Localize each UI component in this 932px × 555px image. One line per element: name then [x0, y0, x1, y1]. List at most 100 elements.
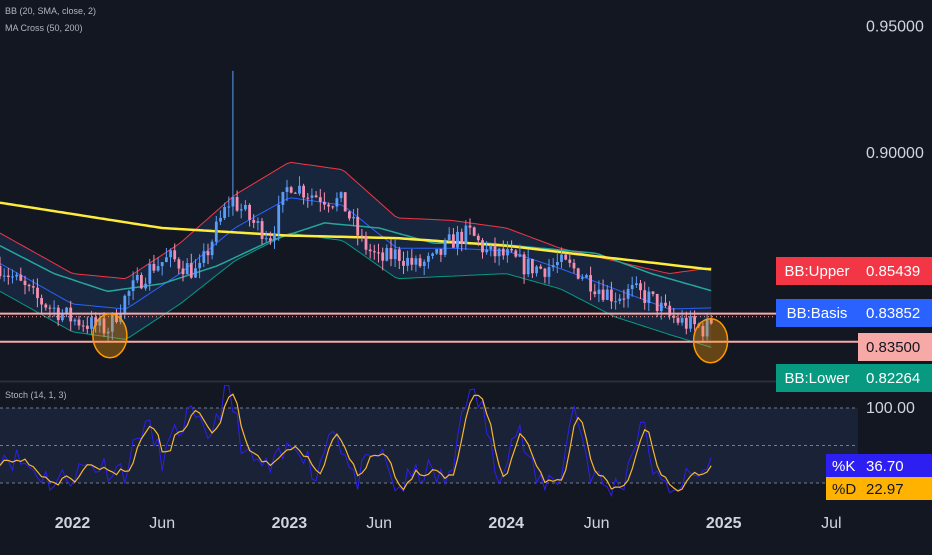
candle-body[interactable]: [452, 234, 455, 248]
candle-body[interactable]: [560, 254, 563, 262]
candle-body[interactable]: [27, 284, 31, 287]
candle-body[interactable]: [219, 217, 222, 222]
candle-body[interactable]: [256, 221, 260, 223]
candle-body[interactable]: [281, 192, 285, 205]
candle-body[interactable]: [248, 205, 251, 220]
candle-body[interactable]: [156, 266, 160, 271]
candle-body[interactable]: [406, 257, 409, 266]
candle-body[interactable]: [231, 197, 235, 207]
candle-body[interactable]: [585, 275, 588, 278]
candle-body[interactable]: [339, 192, 343, 199]
candle-body[interactable]: [464, 225, 468, 245]
candle-body[interactable]: [476, 235, 480, 241]
candle-body[interactable]: [481, 240, 484, 253]
candle-body[interactable]: [385, 248, 389, 261]
ma50-line[interactable]: [0, 222, 712, 293]
candle-body[interactable]: [705, 319, 709, 337]
candle-body[interactable]: [185, 263, 189, 275]
candle-body[interactable]: [593, 291, 597, 295]
candle-body[interactable]: [61, 313, 64, 321]
candle-body[interactable]: [194, 268, 197, 278]
candle-body[interactable]: [389, 248, 393, 259]
candle-body[interactable]: [393, 249, 397, 260]
candle-body[interactable]: [489, 245, 493, 250]
candle-body[interactable]: [148, 263, 152, 284]
candle-body[interactable]: [202, 251, 206, 263]
candle-body[interactable]: [501, 248, 505, 256]
candle-body[interactable]: [360, 235, 364, 237]
candle-body[interactable]: [443, 240, 447, 255]
candle-body[interactable]: [668, 305, 672, 316]
candle-body[interactable]: [123, 295, 127, 315]
candle-body[interactable]: [306, 197, 310, 199]
candle-body[interactable]: [2, 275, 6, 277]
candle-body[interactable]: [643, 290, 647, 303]
candle-body[interactable]: [152, 263, 156, 271]
candle-body[interactable]: [19, 274, 23, 281]
candle-body[interactable]: [0, 266, 2, 277]
candle-body[interactable]: [323, 201, 326, 205]
candle-body[interactable]: [589, 275, 592, 292]
candle-body[interactable]: [576, 268, 580, 279]
candle-body[interactable]: [343, 192, 347, 212]
candle-body[interactable]: [709, 319, 713, 324]
stoch-pane[interactable]: [0, 385, 858, 498]
candle-body[interactable]: [98, 318, 102, 326]
candle-body[interactable]: [510, 249, 513, 251]
candle-body[interactable]: [547, 267, 551, 277]
candle-body[interactable]: [614, 301, 617, 303]
candle-body[interactable]: [622, 298, 626, 300]
candle-body[interactable]: [368, 249, 372, 252]
candle-body[interactable]: [439, 249, 443, 255]
candle-body[interactable]: [639, 283, 642, 291]
candle-body[interactable]: [352, 216, 355, 219]
candle-body[interactable]: [318, 197, 322, 202]
ma-cross-indicator-legend[interactable]: MA Cross (50, 200): [5, 23, 83, 33]
candle-body[interactable]: [44, 304, 48, 308]
candle-body[interactable]: [331, 206, 335, 208]
candle-body[interactable]: [655, 294, 659, 311]
candle-body[interactable]: [514, 250, 518, 257]
candle-body[interactable]: [630, 285, 634, 289]
candle-body[interactable]: [564, 254, 568, 260]
candle-body[interactable]: [40, 298, 43, 305]
candle-body[interactable]: [173, 250, 177, 260]
candle-body[interactable]: [348, 211, 351, 219]
candle-body[interactable]: [310, 195, 314, 198]
candle-body[interactable]: [244, 205, 247, 210]
candle-body[interactable]: [223, 207, 226, 218]
candle-body[interactable]: [493, 245, 497, 257]
candle-body[interactable]: [414, 258, 418, 265]
candle-body[interactable]: [235, 197, 239, 211]
candle-body[interactable]: [293, 192, 297, 194]
stoch-k-line[interactable]: [0, 385, 712, 498]
candle-body[interactable]: [77, 319, 81, 326]
candle-body[interactable]: [543, 268, 547, 277]
candle-body[interactable]: [356, 216, 360, 236]
candle-body[interactable]: [456, 231, 459, 248]
candle-body[interactable]: [285, 187, 289, 192]
highlight-circle[interactable]: [92, 312, 128, 359]
candle-body[interactable]: [676, 317, 680, 323]
candle-body[interactable]: [269, 238, 272, 241]
candle-body[interactable]: [572, 262, 576, 269]
candle-body[interactable]: [135, 275, 139, 281]
candle-body[interactable]: [302, 185, 305, 198]
candle-body[interactable]: [127, 291, 131, 296]
candle-body[interactable]: [539, 266, 543, 269]
candle-body[interactable]: [227, 206, 231, 208]
candle-body[interactable]: [81, 325, 85, 327]
candle-body[interactable]: [597, 289, 601, 294]
stoch-indicator-legend[interactable]: Stoch (14, 1, 3): [5, 390, 67, 400]
candle-body[interactable]: [252, 219, 256, 223]
candle-body[interactable]: [472, 227, 476, 236]
candle-body[interactable]: [86, 325, 89, 329]
candle-body[interactable]: [693, 316, 696, 325]
candle-body[interactable]: [568, 259, 572, 263]
candle-body[interactable]: [664, 302, 667, 306]
candle-body[interactable]: [535, 266, 538, 274]
candle-body[interactable]: [422, 261, 426, 266]
candle-body[interactable]: [485, 249, 489, 253]
candle-body[interactable]: [580, 277, 584, 279]
candle-body[interactable]: [397, 249, 401, 261]
